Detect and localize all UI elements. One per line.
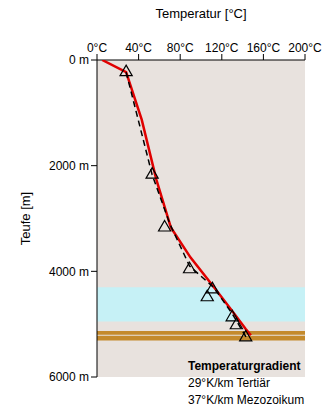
svg-text:120°C: 120°C — [205, 41, 239, 55]
svg-text:4000 m: 4000 m — [49, 265, 89, 279]
html-text:Temperatur [°C]: Temperatur [°C] — [155, 6, 247, 21]
svg-text:80°C: 80°C — [167, 41, 194, 55]
html-text:Temperaturgradient: Temperaturgradient — [188, 359, 301, 373]
svg-text:0°C: 0°C — [87, 41, 107, 55]
html-text:29°K/km Tertiär: 29°K/km Tertiär — [188, 376, 270, 390]
svg-text:0 m: 0 m — [69, 53, 89, 67]
svg-text:2000 m: 2000 m — [49, 159, 89, 173]
svg-text:160°C: 160°C — [247, 41, 281, 55]
svg-text:6000 m: 6000 m — [49, 370, 89, 384]
html-text:37°K/km Mezozoikum: 37°K/km Mezozoikum — [188, 393, 305, 407]
svg-text:200°C: 200°C — [288, 41, 322, 55]
svg-text:Teufe [m]: Teufe [m] — [18, 192, 33, 245]
svg-text:40°C: 40°C — [125, 41, 152, 55]
